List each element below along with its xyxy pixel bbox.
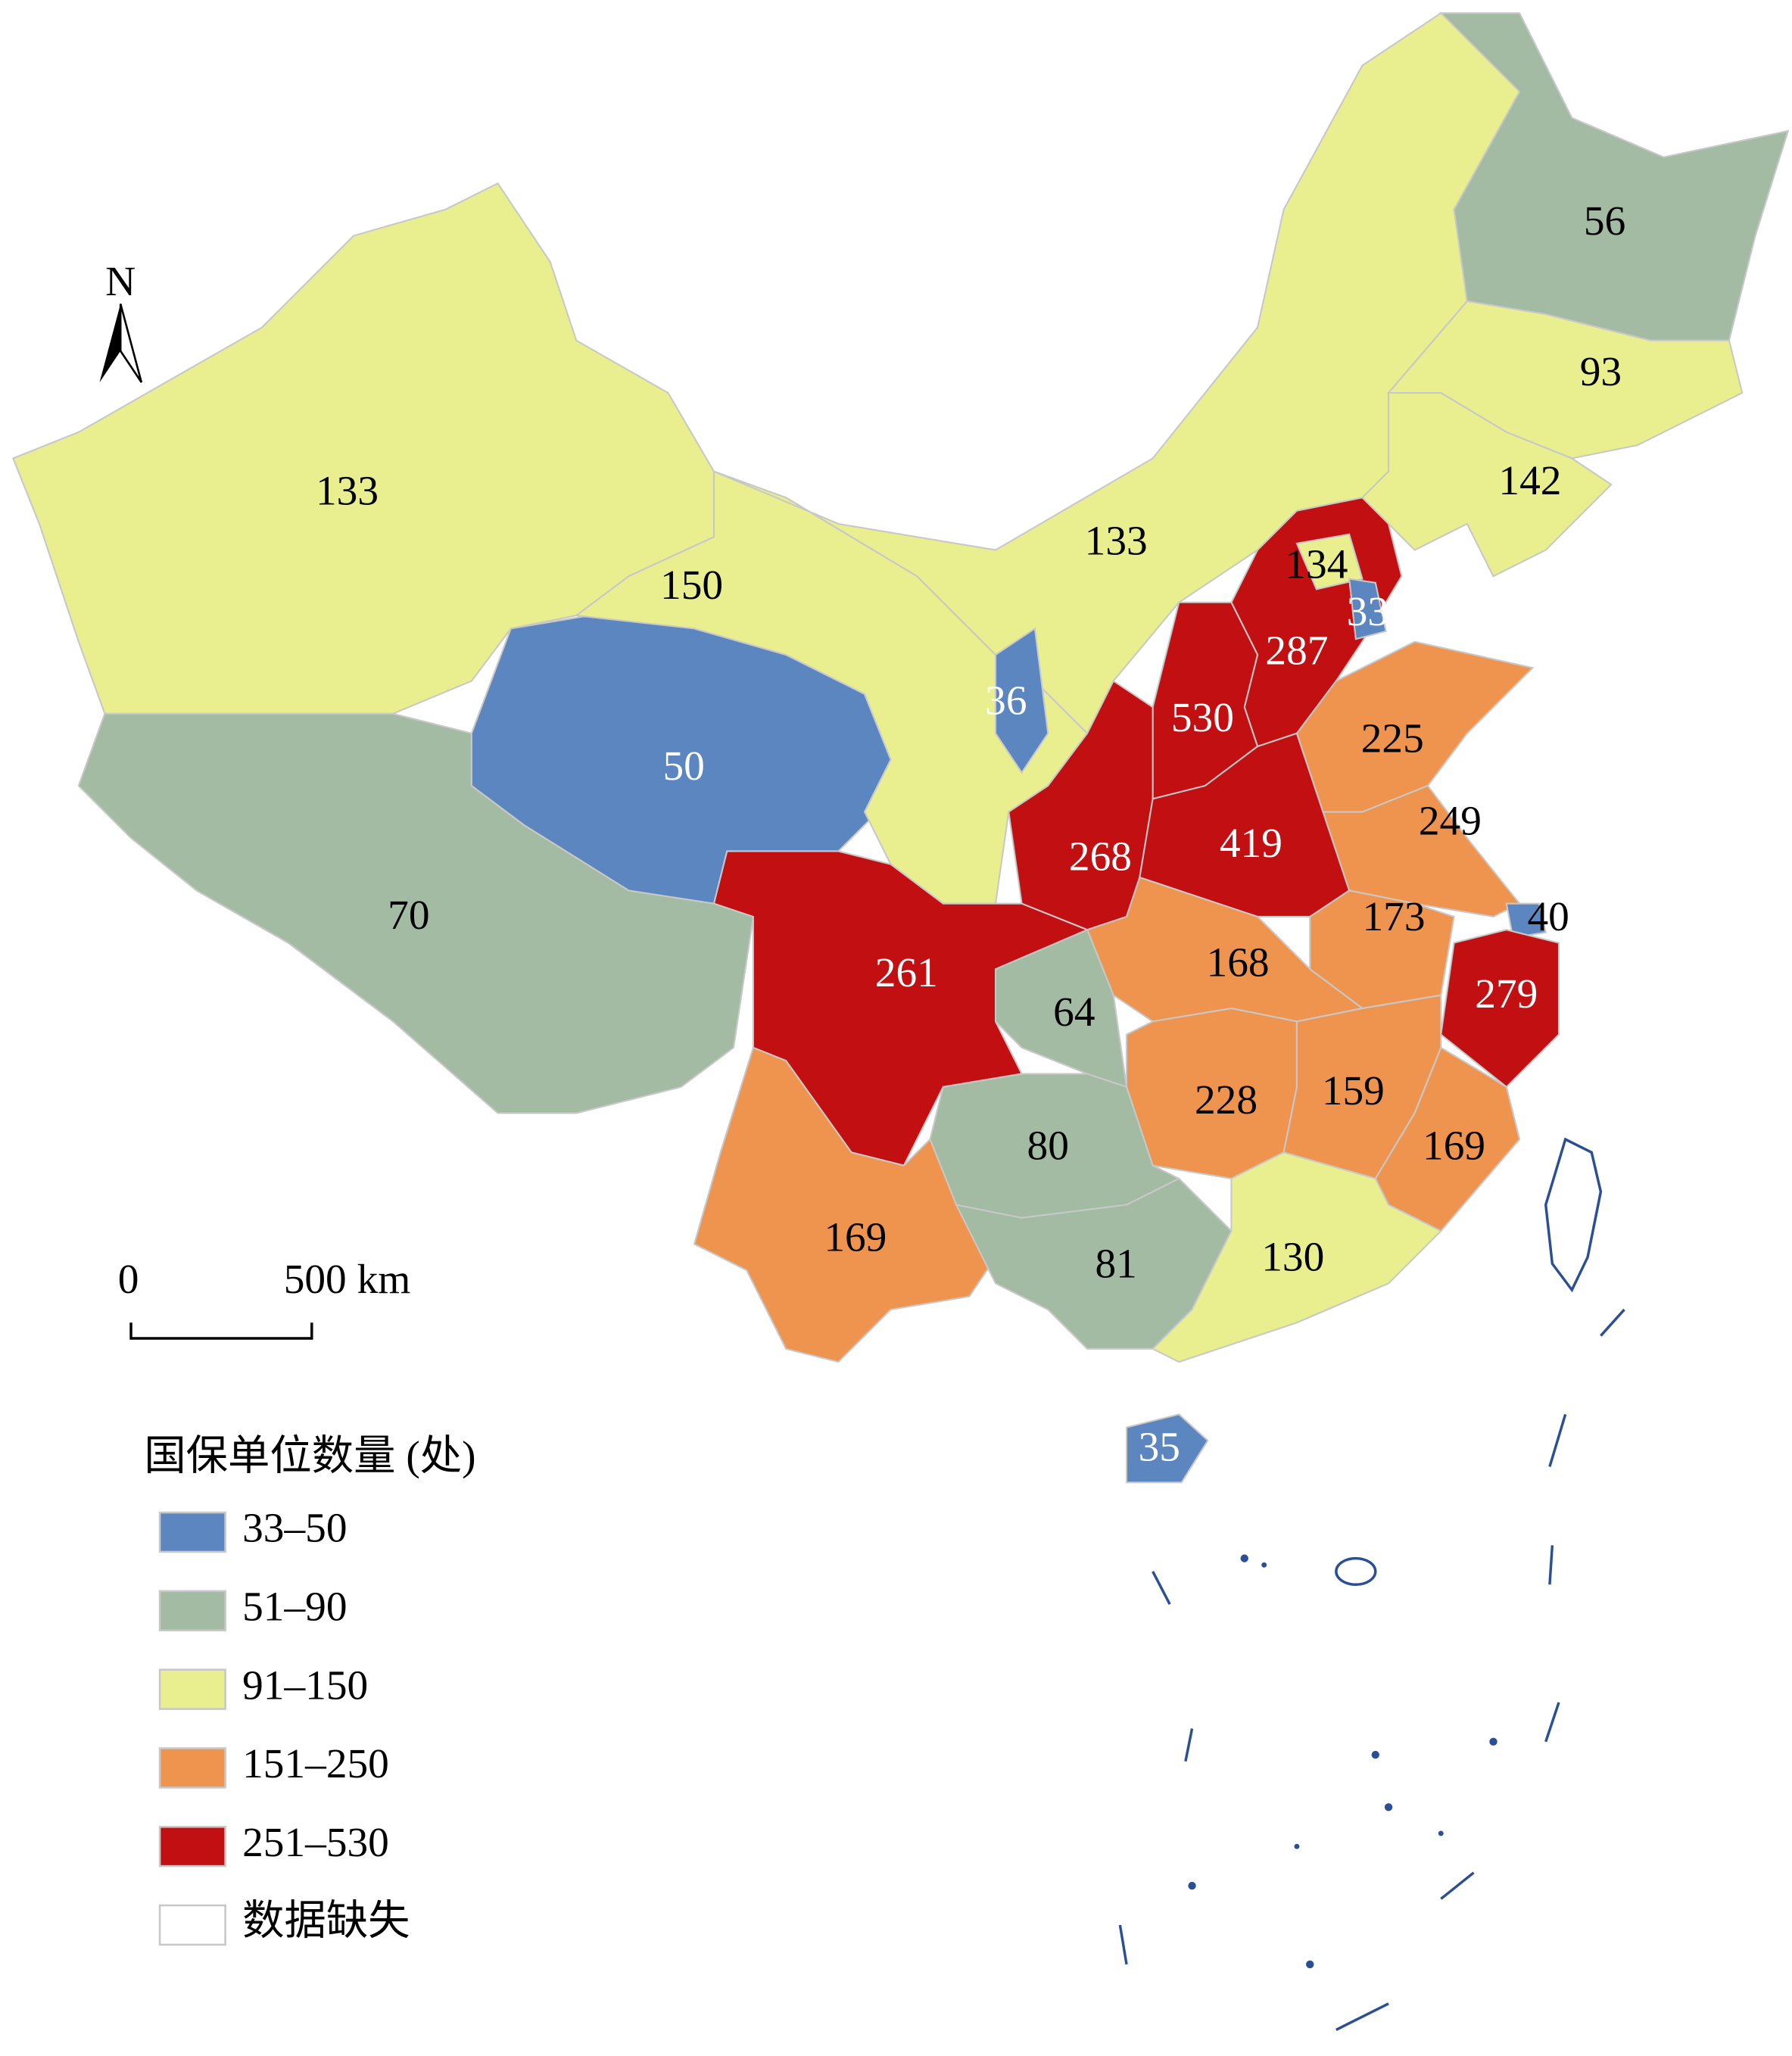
region-label: 93 xyxy=(1580,348,1622,394)
legend-label: 51–90 xyxy=(242,1584,347,1630)
island xyxy=(1335,1556,1377,1586)
legend-label: 151–250 xyxy=(242,1740,389,1787)
region-label: 133 xyxy=(316,468,379,514)
legend-swatch xyxy=(158,1668,226,1710)
scale-start: 0 xyxy=(118,1256,139,1302)
legend-swatch xyxy=(158,1904,226,1946)
legend-label: 91–150 xyxy=(242,1662,368,1708)
north-arrow xyxy=(119,304,143,383)
region xyxy=(1295,533,1363,590)
region-label: 130 xyxy=(1261,1234,1324,1280)
legend-label: 251–530 xyxy=(242,1819,389,1865)
region xyxy=(1125,1413,1209,1484)
region xyxy=(1086,876,1364,1023)
north-label: N xyxy=(105,258,136,304)
scale-end: 500 km xyxy=(284,1256,411,1302)
islands xyxy=(1188,1554,1497,1969)
legend-title: 国保单位数量 (处) xyxy=(144,1433,475,1479)
region-label: 530 xyxy=(1171,694,1234,740)
region-label: 40 xyxy=(1527,893,1569,939)
region xyxy=(1322,784,1521,918)
region-label: 225 xyxy=(1361,715,1424,762)
region-label: 279 xyxy=(1475,970,1538,1017)
region-label: 142 xyxy=(1498,457,1561,503)
region-label: 56 xyxy=(1584,198,1625,244)
region-label: 249 xyxy=(1419,798,1482,844)
region-label: 261 xyxy=(875,949,938,995)
region-label: 64 xyxy=(1053,989,1095,1035)
region-label: 35 xyxy=(1139,1423,1180,1469)
region-label: 159 xyxy=(1322,1067,1385,1114)
region-label: 169 xyxy=(1423,1123,1485,1169)
region-label: 419 xyxy=(1220,820,1282,866)
boundary-line xyxy=(1118,1308,1625,2031)
region-label: 228 xyxy=(1195,1076,1258,1123)
legend-swatch xyxy=(158,1590,226,1632)
north-arrow xyxy=(99,304,121,383)
region-label: 173 xyxy=(1362,893,1425,939)
region-label: 287 xyxy=(1265,628,1328,674)
region xyxy=(994,627,1049,774)
taiwan xyxy=(1544,1137,1603,1293)
legend-label: 数据缺失 xyxy=(242,1898,410,1944)
region-label: 81 xyxy=(1095,1240,1137,1286)
region xyxy=(1438,12,1790,341)
region xyxy=(693,1046,997,1363)
region xyxy=(1348,578,1387,640)
region-label: 268 xyxy=(1069,833,1132,879)
region-label: 168 xyxy=(1207,939,1270,985)
region-label: 70 xyxy=(388,892,429,938)
region-label: 50 xyxy=(663,743,705,789)
region-label: 133 xyxy=(1085,517,1148,563)
scale-bar xyxy=(129,1322,313,1340)
legend-swatch xyxy=(158,1511,226,1553)
region-label: 80 xyxy=(1027,1123,1069,1169)
region-label: 169 xyxy=(824,1214,887,1260)
legend-swatch xyxy=(158,1825,226,1868)
region-label: 36 xyxy=(985,677,1027,723)
legend-swatch xyxy=(158,1747,226,1789)
region xyxy=(1505,902,1547,939)
region-label: 150 xyxy=(660,562,723,608)
region-label: 33 xyxy=(1347,588,1388,634)
legend-label: 33–50 xyxy=(242,1505,347,1551)
region xyxy=(1151,1151,1443,1363)
region-label: 134 xyxy=(1285,540,1348,587)
